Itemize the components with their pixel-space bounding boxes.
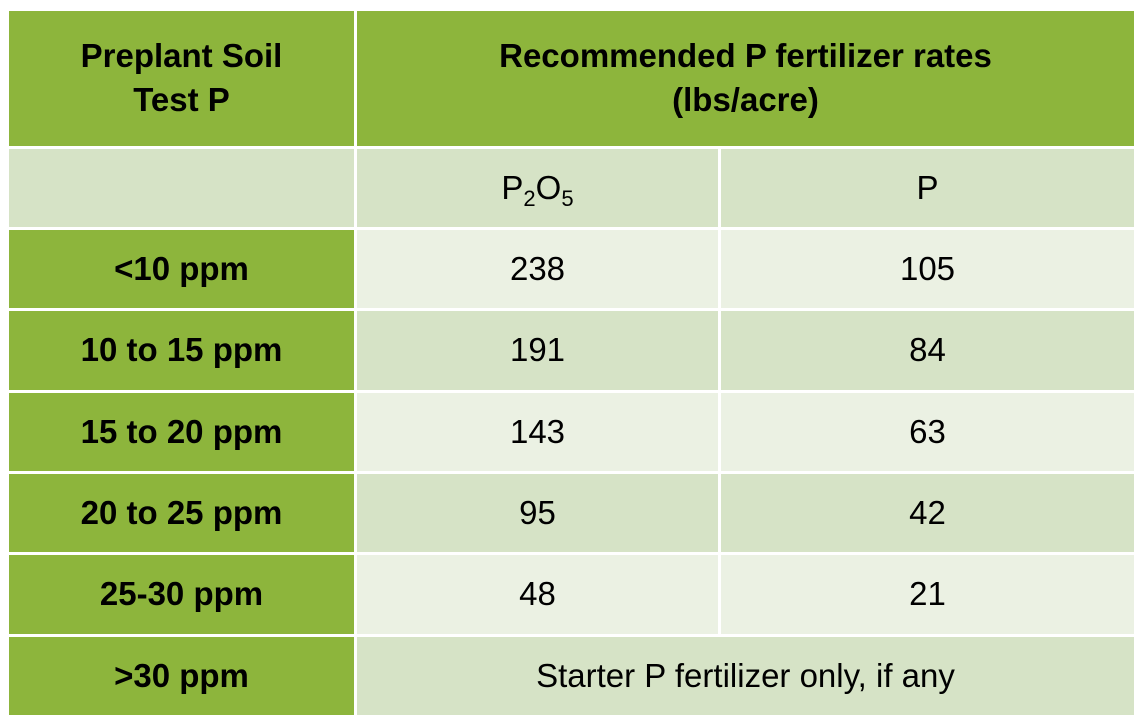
row-starter-note: Starter P fertilizer only, if any	[354, 633, 1137, 719]
row-p2o5-rate: 95	[354, 470, 721, 556]
header-soil-test-line1: Preplant Soil	[80, 37, 283, 75]
table-row-last: >30 ppm Starter P fertilizer only, if an…	[6, 633, 1137, 719]
row-p-rate: 84	[718, 308, 1137, 393]
table-row: <10 ppm 238 105	[6, 226, 1137, 312]
table-row: 10 to 15 ppm 191 84	[6, 308, 1137, 393]
row-p-rate: 21	[718, 552, 1137, 637]
row-soil-test-range: >30 ppm	[6, 633, 357, 719]
fertilizer-rate-table: Preplant Soil Test P Recommended P ferti…	[6, 8, 1137, 719]
p2o5-subscript-2: 2	[523, 185, 536, 211]
p2o5-subscript-5: 5	[561, 185, 574, 211]
subheader-row: P2O5 P	[6, 145, 1137, 230]
row-p-rate: 42	[718, 470, 1137, 556]
table-row: 20 to 25 ppm 95 42	[6, 470, 1137, 556]
header-rates-line2: (lbs/acre)	[672, 81, 819, 119]
header-soil-test-line2: Test P	[133, 81, 230, 119]
p2o5-base-o: O	[535, 168, 562, 206]
header-row: Preplant Soil Test P Recommended P ferti…	[6, 8, 1137, 149]
header-soil-test: Preplant Soil Test P	[6, 8, 357, 149]
subheader-p2o5: P2O5	[354, 145, 721, 230]
row-soil-test-range: 10 to 15 ppm	[6, 308, 357, 393]
header-recommended-rates: Recommended P fertilizer rates (lbs/acre…	[354, 8, 1137, 149]
header-rates-line1: Recommended P fertilizer rates	[499, 37, 992, 75]
row-soil-test-range: 25-30 ppm	[6, 552, 357, 637]
row-p2o5-rate: 48	[354, 552, 721, 637]
row-p-rate: 105	[718, 226, 1137, 312]
row-p2o5-rate: 191	[354, 308, 721, 393]
subheader-empty-cell	[6, 145, 357, 230]
row-p-rate: 63	[718, 389, 1137, 474]
table-row: 25-30 ppm 48 21	[6, 552, 1137, 637]
row-soil-test-range: <10 ppm	[6, 226, 357, 312]
p2o5-base-p: P	[501, 168, 524, 206]
row-soil-test-range: 20 to 25 ppm	[6, 470, 357, 556]
row-p2o5-rate: 143	[354, 389, 721, 474]
fertilizer-rate-table-container: Preplant Soil Test P Recommended P ferti…	[6, 8, 1137, 719]
row-soil-test-range: 15 to 20 ppm	[6, 389, 357, 474]
row-p2o5-rate: 238	[354, 226, 721, 312]
subheader-p: P	[718, 145, 1137, 230]
table-row: 15 to 20 ppm 143 63	[6, 389, 1137, 474]
